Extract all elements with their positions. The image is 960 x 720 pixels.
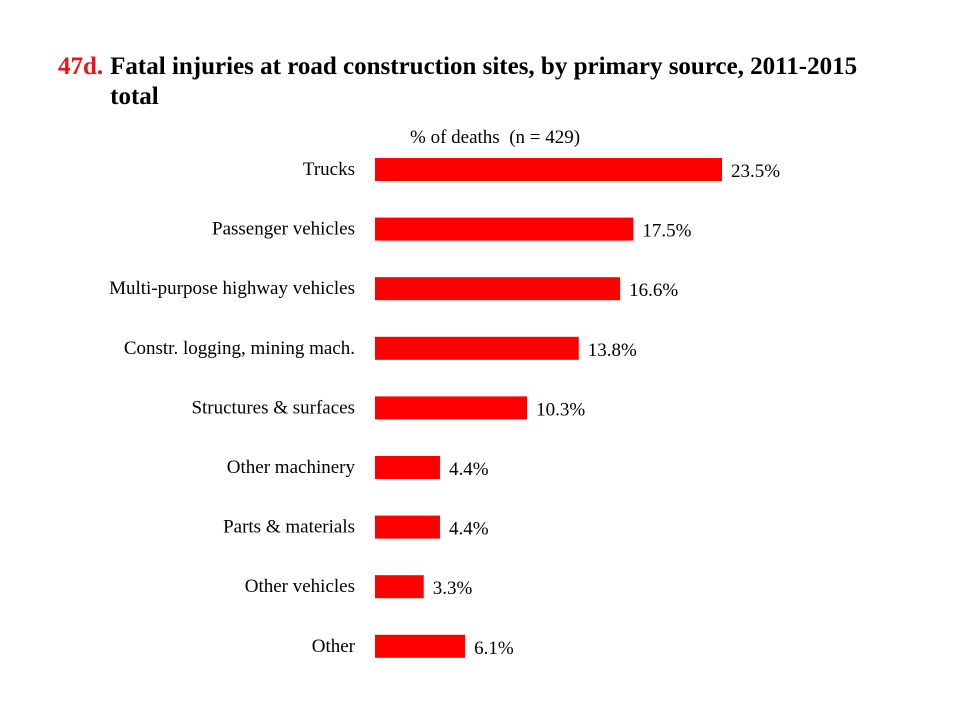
bar-7 [375, 575, 424, 599]
chart-title: Fatal injuries at road construction site… [110, 53, 858, 110]
figure-number: 47d. [58, 53, 104, 80]
category-label: Structures & surfaces [191, 397, 355, 418]
axis-caption: % of deaths (n = 429) [410, 127, 581, 148]
bar-1 [375, 217, 634, 241]
category-label: Multi-purpose highway vehicles [109, 278, 355, 299]
bar-3 [375, 336, 579, 360]
bar-5 [375, 456, 440, 479]
category-label: Passenger vehicles [212, 219, 355, 240]
category-label: Other [312, 636, 356, 657]
value-label: 16.6% [629, 280, 678, 301]
bar-0 [375, 158, 722, 181]
category-label: Constr. logging, mining mach. [124, 338, 355, 359]
value-label: 4.4% [449, 519, 489, 540]
value-label: 23.5% [731, 161, 780, 182]
value-label: 10.3% [536, 399, 585, 420]
value-label: 6.1% [474, 638, 514, 659]
bar-6 [375, 515, 440, 539]
value-label: 4.4% [449, 459, 489, 480]
bar-4 [375, 396, 528, 420]
category-label: Other vehicles [245, 576, 355, 597]
category-label: Other machinery [227, 457, 356, 478]
bar-8 [375, 634, 466, 658]
value-label: 13.8% [588, 340, 637, 361]
value-label: 3.3% [433, 578, 473, 599]
category-label: Parts & materials [223, 517, 355, 538]
value-label: 17.5% [642, 221, 691, 242]
category-label: Trucks [303, 159, 355, 180]
bar-2 [375, 277, 621, 301]
chart-title-block: 47d. Fatal injuries at road construction… [58, 52, 898, 112]
